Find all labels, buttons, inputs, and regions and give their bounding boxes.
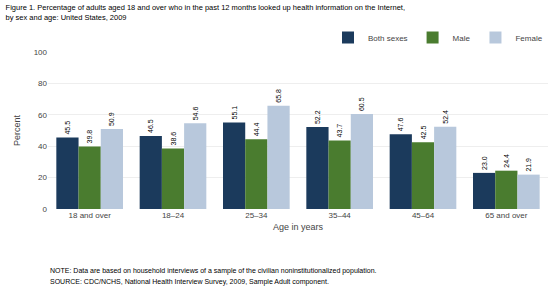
svg-text:60.5: 60.5 — [358, 97, 365, 111]
svg-text:45–64: 45–64 — [412, 211, 435, 220]
svg-text:Age in years: Age in years — [273, 222, 324, 232]
svg-text:SOURCE: CDC/NCHS, National Hea: SOURCE: CDC/NCHS, National Health Interv… — [50, 278, 329, 286]
svg-text:Figure 1. Percentage of adults: Figure 1. Percentage of adults aged 18 a… — [6, 3, 405, 22]
svg-text:Percent: Percent — [12, 114, 22, 146]
svg-text:18–24: 18–24 — [162, 211, 185, 220]
svg-text:65 and over: 65 and over — [485, 211, 528, 220]
svg-text:21.9: 21.9 — [525, 158, 532, 172]
svg-text:39.8: 39.8 — [86, 130, 93, 144]
svg-text:42.5: 42.5 — [420, 126, 427, 140]
svg-text:38.6: 38.6 — [170, 132, 177, 146]
svg-text:Male: Male — [453, 34, 471, 43]
svg-text:80: 80 — [38, 79, 47, 88]
svg-text:24.4: 24.4 — [503, 154, 510, 168]
svg-text:100: 100 — [34, 48, 48, 57]
svg-text:25–34: 25–34 — [245, 211, 268, 220]
svg-text:35–44: 35–44 — [329, 211, 352, 220]
svg-text:65.8: 65.8 — [275, 89, 282, 103]
svg-text:54.6: 54.6 — [192, 107, 199, 121]
svg-text:23.0: 23.0 — [481, 156, 488, 170]
svg-text:0: 0 — [43, 205, 48, 214]
svg-text:43.7: 43.7 — [336, 124, 343, 138]
svg-text:50.9: 50.9 — [108, 112, 115, 126]
svg-text:20: 20 — [38, 173, 47, 182]
svg-text:52.2: 52.2 — [314, 110, 321, 124]
svg-text:45.5: 45.5 — [64, 121, 71, 135]
svg-text:18 and over: 18 and over — [69, 211, 112, 220]
svg-text:52.4: 52.4 — [442, 110, 449, 124]
svg-text:Female: Female — [515, 34, 542, 43]
svg-text:44.4: 44.4 — [253, 123, 260, 137]
svg-text:40: 40 — [38, 142, 47, 151]
svg-text:46.5: 46.5 — [147, 119, 154, 133]
svg-text:60: 60 — [38, 111, 47, 120]
svg-text:NOTE: Data are based on househ: NOTE: Data are based on household interv… — [50, 267, 377, 275]
svg-text:55.1: 55.1 — [231, 106, 238, 120]
svg-text:47.6: 47.6 — [397, 118, 404, 132]
svg-text:Both sexes: Both sexes — [368, 34, 408, 43]
